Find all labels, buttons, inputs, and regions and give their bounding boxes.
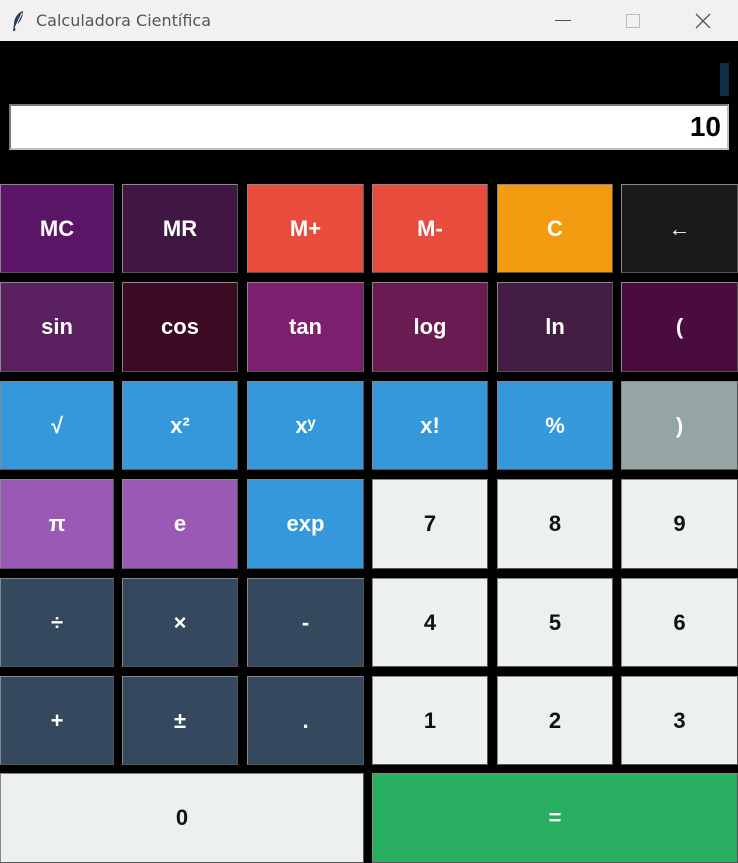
sqrt-button[interactable]: √ bbox=[0, 381, 114, 470]
multiply-button[interactable]: × bbox=[122, 578, 238, 667]
sin-button[interactable]: sin bbox=[0, 282, 114, 372]
display-area: 10 bbox=[0, 41, 738, 181]
percent-button[interactable]: % bbox=[497, 381, 613, 470]
window-title: Calculadora Científica bbox=[36, 11, 212, 30]
left-paren-button[interactable]: ( bbox=[621, 282, 738, 372]
add-button[interactable]: + bbox=[0, 676, 114, 765]
close-icon bbox=[695, 13, 711, 28]
cos-button[interactable]: cos bbox=[122, 282, 238, 372]
digit-0-button[interactable]: 0 bbox=[0, 773, 364, 863]
clear-button[interactable]: C bbox=[497, 184, 613, 273]
pi-button[interactable]: π bbox=[0, 479, 114, 569]
backspace-button[interactable]: ← bbox=[621, 184, 738, 273]
digit-5-button[interactable]: 5 bbox=[497, 578, 613, 667]
square-button[interactable]: x² bbox=[122, 381, 238, 470]
divide-button[interactable]: ÷ bbox=[0, 578, 114, 667]
digit-3-button[interactable]: 3 bbox=[621, 676, 738, 765]
digit-2-button[interactable]: 2 bbox=[497, 676, 613, 765]
digit-8-button[interactable]: 8 bbox=[497, 479, 613, 569]
m-minus-button[interactable]: M- bbox=[372, 184, 488, 273]
maximize-button[interactable] bbox=[598, 0, 668, 41]
m-plus-button[interactable]: M+ bbox=[247, 184, 364, 273]
memory-indicator bbox=[720, 63, 729, 96]
power-button[interactable]: xʸ bbox=[247, 381, 364, 470]
right-paren-button[interactable]: ) bbox=[621, 381, 738, 470]
exp-button[interactable]: exp bbox=[247, 479, 364, 569]
close-button[interactable] bbox=[668, 0, 738, 41]
factorial-button[interactable]: x! bbox=[372, 381, 488, 470]
decimal-button[interactable]: . bbox=[247, 676, 364, 765]
log-button[interactable]: log bbox=[372, 282, 488, 372]
display-entry[interactable]: 10 bbox=[9, 104, 729, 150]
digit-7-button[interactable]: 7 bbox=[372, 479, 488, 569]
digit-9-button[interactable]: 9 bbox=[621, 479, 738, 569]
digit-1-button[interactable]: 1 bbox=[372, 676, 488, 765]
minimize-button[interactable] bbox=[528, 0, 598, 41]
mc-button[interactable]: MC bbox=[0, 184, 114, 273]
feather-icon bbox=[0, 0, 36, 41]
ln-button[interactable]: ln bbox=[497, 282, 613, 372]
subtract-button[interactable]: - bbox=[247, 578, 364, 667]
digit-6-button[interactable]: 6 bbox=[621, 578, 738, 667]
title-bar: Calculadora Científica bbox=[0, 0, 738, 41]
tan-button[interactable]: tan bbox=[247, 282, 364, 372]
digit-4-button[interactable]: 4 bbox=[372, 578, 488, 667]
mr-button[interactable]: MR bbox=[122, 184, 238, 273]
maximize-icon bbox=[626, 13, 640, 28]
minimize-icon bbox=[555, 19, 571, 21]
plus-minus-button[interactable]: ± bbox=[122, 676, 238, 765]
equals-button[interactable]: = bbox=[372, 773, 738, 863]
e-button[interactable]: e bbox=[122, 479, 238, 569]
